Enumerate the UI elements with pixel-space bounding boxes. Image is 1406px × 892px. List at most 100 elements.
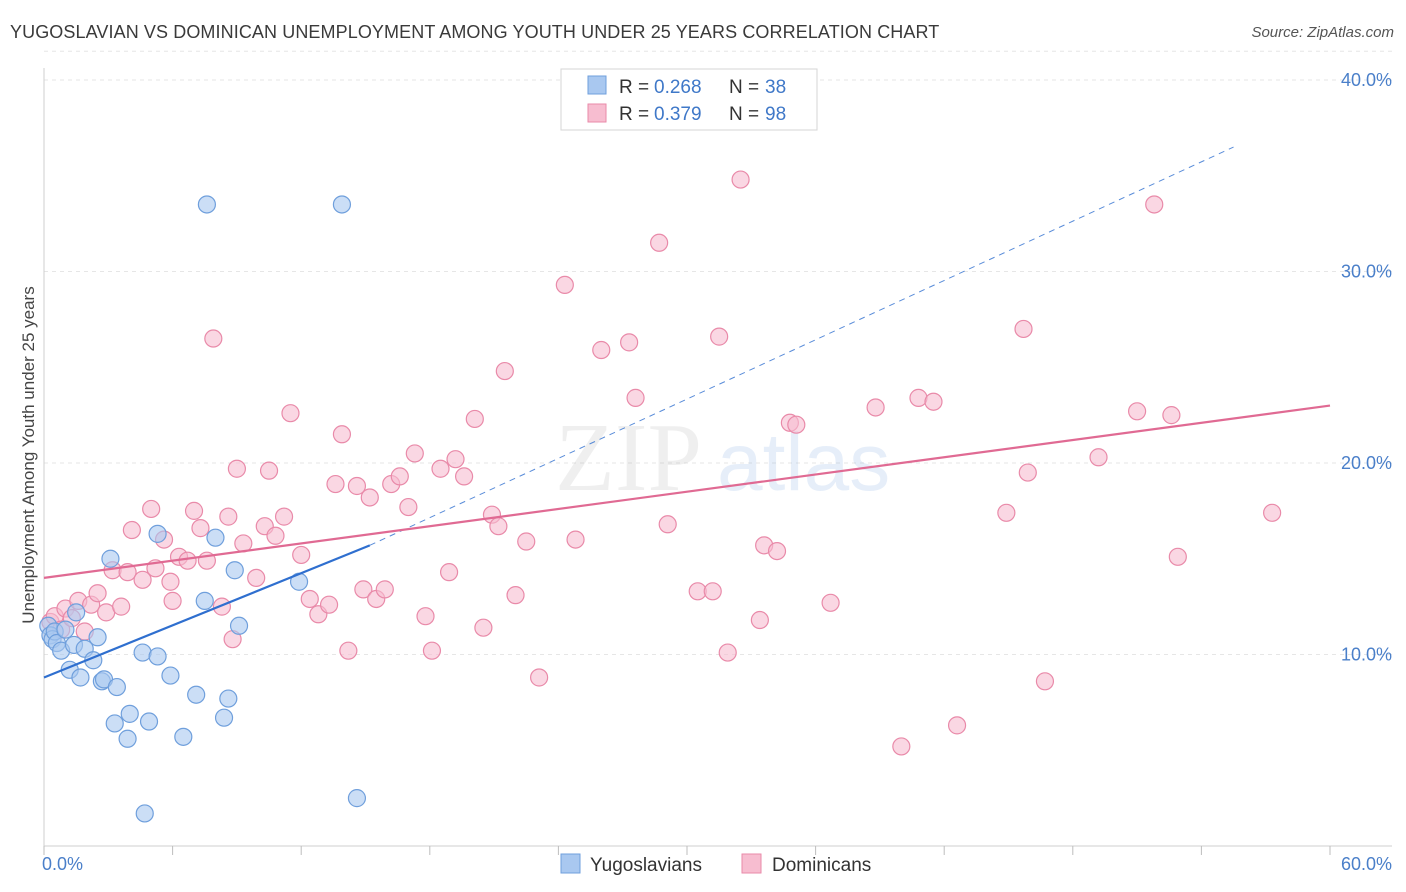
dominicans-point-50 xyxy=(390,467,409,486)
yugoslavians-point-28 xyxy=(187,685,206,704)
dominicans-point-11 xyxy=(112,597,131,616)
watermark-zip: ZIP xyxy=(555,404,702,512)
dominicans-point-73 xyxy=(658,515,677,534)
dominicans-point-45 xyxy=(354,580,373,599)
legend-n-label-yugoslavians: N = xyxy=(729,77,759,98)
dominicans-point-68 xyxy=(566,530,585,549)
dominicans-point-94 xyxy=(1089,448,1108,467)
y-tick-label-0: 10.0% xyxy=(1341,645,1392,665)
dominicans-point-81 xyxy=(767,541,787,561)
dominicans-point-13 xyxy=(122,520,141,540)
yugoslavians-point-30 xyxy=(206,528,225,547)
yugoslavians-point-27 xyxy=(174,727,193,746)
dominicans-point-87 xyxy=(909,388,928,407)
dominicans-point-35 xyxy=(274,507,294,526)
legend-n-label-dominicans: N = xyxy=(729,104,759,125)
dominicans-point-33 xyxy=(259,461,279,480)
dominicans-point-63 xyxy=(495,361,514,381)
dominicans-point-31 xyxy=(247,568,266,588)
dominicans-point-65 xyxy=(517,532,536,551)
dominicans-point-95 xyxy=(1127,402,1147,421)
watermark: ZIP atlas xyxy=(555,404,890,512)
dominicans-point-41 xyxy=(326,474,345,494)
dominicans-point-27 xyxy=(219,507,238,526)
dominicans-point-69 xyxy=(592,340,611,360)
legend-r-value-yugoslavians: 0.268 xyxy=(654,77,702,98)
yugoslavians-point-9 xyxy=(67,603,86,622)
dominicans-point-97 xyxy=(1162,406,1181,425)
dominicans-point-21 xyxy=(178,551,197,570)
dominicans-point-14 xyxy=(133,570,152,589)
yugoslavians-point-24 xyxy=(148,524,167,543)
yugoslavians-point-10 xyxy=(71,668,90,687)
dominicans-point-72 xyxy=(650,233,669,252)
yugoslavians-point-16 xyxy=(101,549,120,568)
dominicans-point-77 xyxy=(718,643,737,662)
dominicans-point-54 xyxy=(422,641,442,660)
dominicans-point-56 xyxy=(439,563,459,582)
dominicans-point-92 xyxy=(1018,463,1037,482)
dominicans-point-79 xyxy=(750,610,769,630)
chart-title: YUGOSLAVIAN VS DOMINICAN UNEMPLOYMENT AM… xyxy=(10,22,940,42)
yugoslavians-point-21 xyxy=(133,643,152,662)
yugoslavians-point-13 xyxy=(88,628,107,647)
bottom-legend-label-yugoslavians: Yugoslavians xyxy=(590,855,702,876)
dominicans-point-90 xyxy=(997,503,1016,522)
yugoslavians-point-29 xyxy=(195,591,214,610)
bottom-legend-label-dominicans: Dominicans xyxy=(772,855,871,876)
dominicans-point-42 xyxy=(332,425,352,444)
dominicans-point-15 xyxy=(142,499,161,519)
dominicans-point-37 xyxy=(292,545,311,565)
dominicans-point-99 xyxy=(1263,503,1282,522)
legend-n-value-yugoslavians: 38 xyxy=(765,77,786,98)
yugoslavians-point-25 xyxy=(148,647,167,666)
yugoslavians-trend-line xyxy=(43,544,371,679)
dominicans-point-70 xyxy=(620,333,639,352)
x-tick-label-max: 60.0% xyxy=(1341,854,1392,874)
yugoslavians-point-19 xyxy=(118,729,137,748)
yugoslavians-point-22 xyxy=(135,804,154,823)
yugoslavians-trend-extension xyxy=(369,146,1234,546)
y-tick-labels: 10.0% 20.0% 30.0% 40.0% xyxy=(1341,70,1392,665)
dominicans-point-83 xyxy=(787,415,806,434)
legend-r-label-dominicans: R = xyxy=(619,104,649,125)
legend-r-label-yugoslavians: R = xyxy=(619,77,649,98)
dominicans-point-59 xyxy=(465,409,484,429)
yugoslavians-point-20 xyxy=(120,704,139,723)
dominicans-point-93 xyxy=(1035,672,1055,691)
dominicans-point-36 xyxy=(281,404,300,423)
dominicans-point-76 xyxy=(710,327,729,346)
dominicans-point-22 xyxy=(184,501,204,520)
dominicans-trend-line xyxy=(43,404,1331,579)
dominicans-point-84 xyxy=(821,593,840,612)
dominicans-point-55 xyxy=(431,459,450,478)
dominicans-point-64 xyxy=(506,586,525,605)
yugoslavians-point-18 xyxy=(105,714,124,733)
dominicans-point-62 xyxy=(489,517,508,536)
yugoslavians-point-38 xyxy=(332,195,352,214)
dominicans-point-89 xyxy=(947,716,967,735)
yugoslavians-point-6 xyxy=(56,620,75,639)
dominicans-point-78 xyxy=(731,170,750,189)
legend-n-value-dominicans: 98 xyxy=(765,104,786,125)
yugoslavians-point-36 xyxy=(347,789,367,808)
dominicans-point-43 xyxy=(339,641,358,660)
x-tick-label-min: 0.0% xyxy=(42,854,83,874)
legend-swatch-dominicans xyxy=(587,103,607,123)
dominicans-point-51 xyxy=(399,497,418,517)
yugoslavians-point-17 xyxy=(107,677,126,697)
dominicans-point-57 xyxy=(446,450,465,469)
yugoslavians-point-23 xyxy=(139,712,159,731)
yugoslavians-point-31 xyxy=(214,708,234,727)
y-tick-label-1: 20.0% xyxy=(1341,453,1392,473)
dominicans-point-34 xyxy=(266,526,285,545)
dominicans-point-86 xyxy=(892,737,911,756)
dominicans-point-53 xyxy=(416,607,435,626)
dominicans-point-67 xyxy=(555,275,574,295)
trend-lines xyxy=(43,146,1331,679)
bottom-legend-swatch-dominicans xyxy=(741,853,762,874)
dominicans-point-52 xyxy=(405,444,424,463)
dominicans-point-44 xyxy=(347,476,367,496)
dominicans-point-29 xyxy=(227,459,246,478)
watermark-atlas: atlas xyxy=(717,417,890,508)
